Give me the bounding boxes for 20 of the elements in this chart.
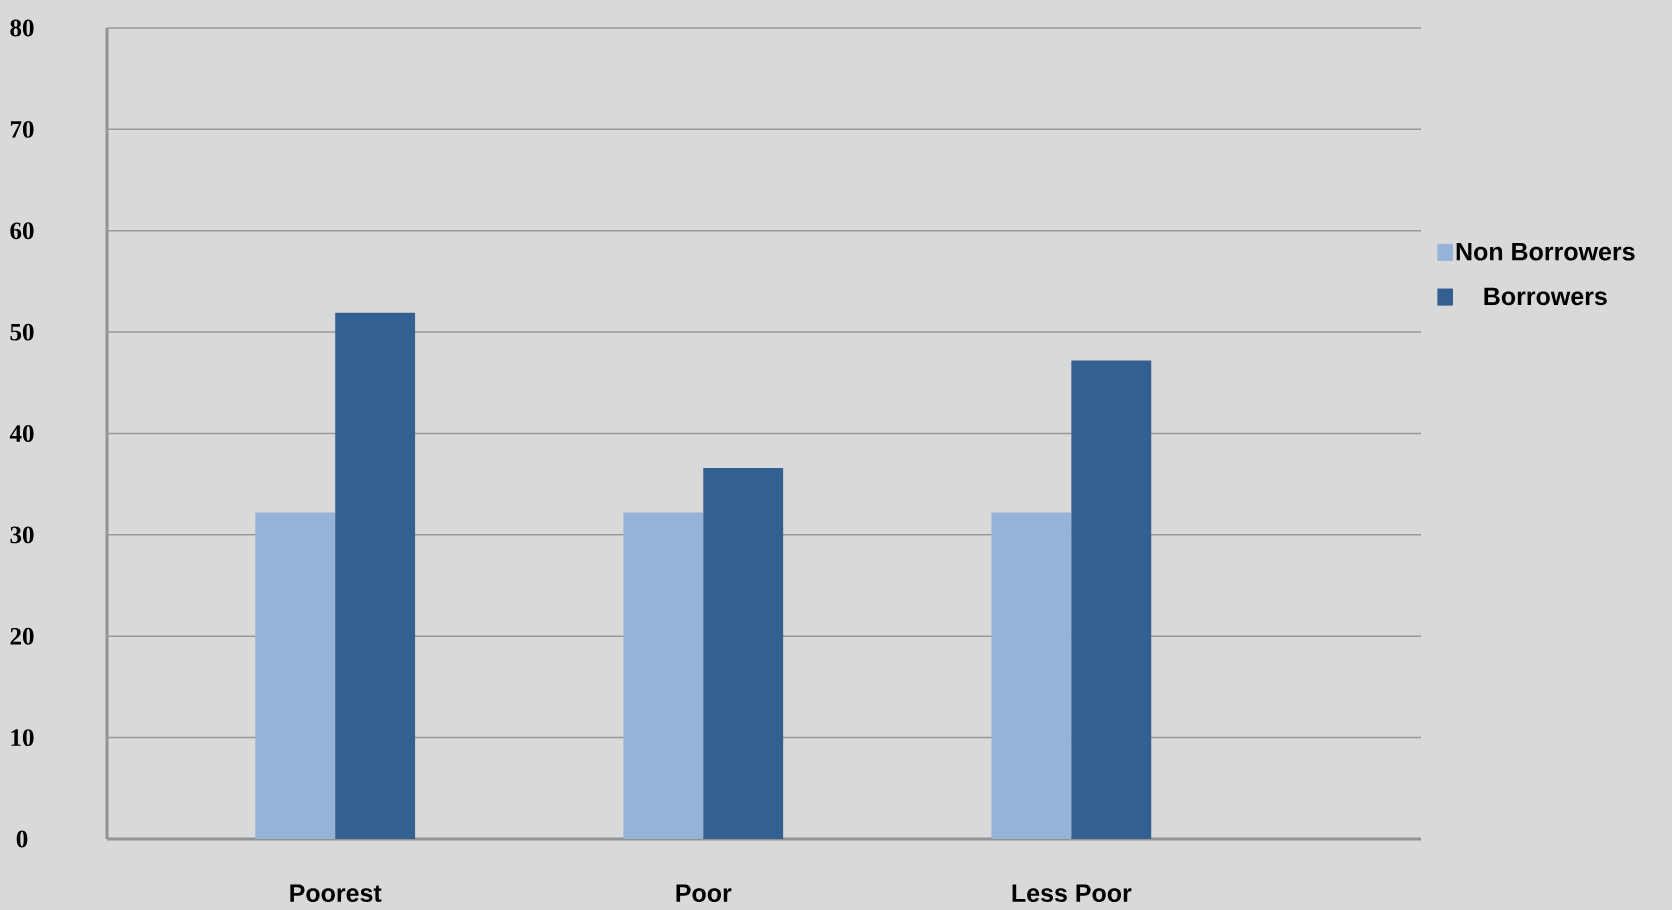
legend-label: Non Borrowers: [1456, 243, 1635, 261]
y-tick-label: 70: [10, 120, 34, 138]
bar: [255, 512, 336, 839]
bar: [335, 312, 416, 839]
x-tick-label: Poor: [676, 884, 732, 902]
y-tick-label: 0: [16, 830, 28, 848]
x-tick-label: Less Poor: [1012, 884, 1132, 902]
legend-label: Borrowers: [1484, 287, 1607, 306]
bar: [623, 512, 704, 839]
bar: [991, 512, 1072, 839]
y-tick-label: 20: [10, 627, 34, 645]
y-tick-label: 40: [9, 425, 34, 442]
y-tick-label: 30: [10, 526, 34, 544]
y-tick-label: 10: [11, 729, 34, 747]
bar: [1071, 360, 1152, 839]
y-tick-label: 80: [10, 19, 34, 37]
y-tick-label: 60: [10, 222, 34, 240]
x-tick-label: Poorest: [290, 884, 382, 902]
bar: [703, 467, 784, 839]
y-tick-label: 50: [10, 323, 34, 341]
